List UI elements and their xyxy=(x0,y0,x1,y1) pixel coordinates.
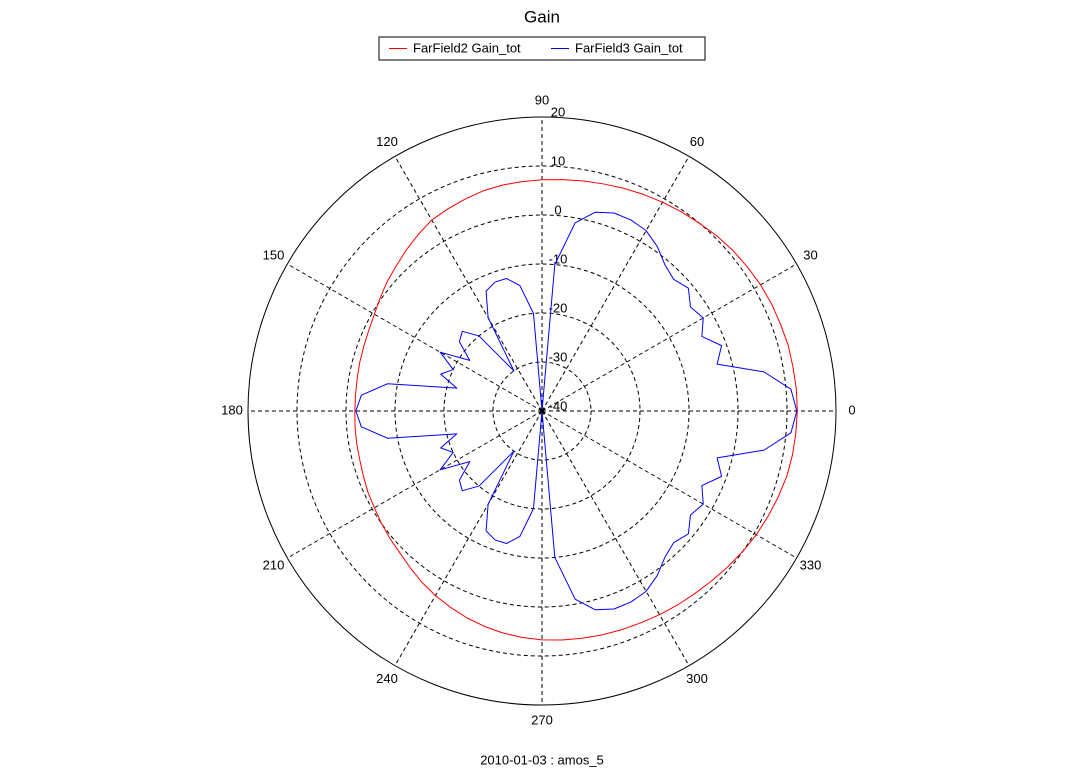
r-tick-label: 10 xyxy=(551,153,565,168)
theta-tick-label: 0 xyxy=(848,402,855,417)
theta-tick-label: 180 xyxy=(221,402,243,417)
center-marker xyxy=(538,407,546,415)
theta-tick-label: 240 xyxy=(376,671,398,686)
spoke xyxy=(541,263,797,412)
chart-title: Gain xyxy=(524,7,560,26)
theta-tick-label: 30 xyxy=(803,247,817,262)
theta-tick-label: 90 xyxy=(535,92,549,107)
r-tick-label: -20 xyxy=(549,300,568,315)
theta-tick-label: 150 xyxy=(263,247,285,262)
outer-ring xyxy=(247,116,837,706)
spoke xyxy=(541,156,690,412)
spoke xyxy=(287,263,543,412)
series-line xyxy=(355,211,798,611)
spoke xyxy=(394,156,543,412)
r-tick-label: -40 xyxy=(549,398,568,413)
r-tick-label: 0 xyxy=(554,202,561,217)
spoke xyxy=(394,410,543,666)
theta-tick-label: 210 xyxy=(263,557,285,572)
spoke xyxy=(541,410,690,666)
theta-tick-label: 120 xyxy=(376,134,398,149)
legend-label: FarField3 Gain_tot xyxy=(575,40,683,55)
theta-tick-label: 300 xyxy=(686,671,708,686)
r-tick-label: 20 xyxy=(551,104,565,119)
spoke xyxy=(287,410,543,559)
theta-tick-label: 270 xyxy=(531,712,553,727)
footer: 2010-01-03 : amos_5 xyxy=(480,752,604,767)
theta-tick-label: 60 xyxy=(690,134,704,149)
spoke xyxy=(541,410,797,559)
theta-tick-label: 330 xyxy=(800,557,822,572)
series-line xyxy=(354,179,798,641)
legend-label: FarField2 Gain_tot xyxy=(413,40,521,55)
r-tick-label: -30 xyxy=(549,349,568,364)
legend-box xyxy=(378,36,706,61)
